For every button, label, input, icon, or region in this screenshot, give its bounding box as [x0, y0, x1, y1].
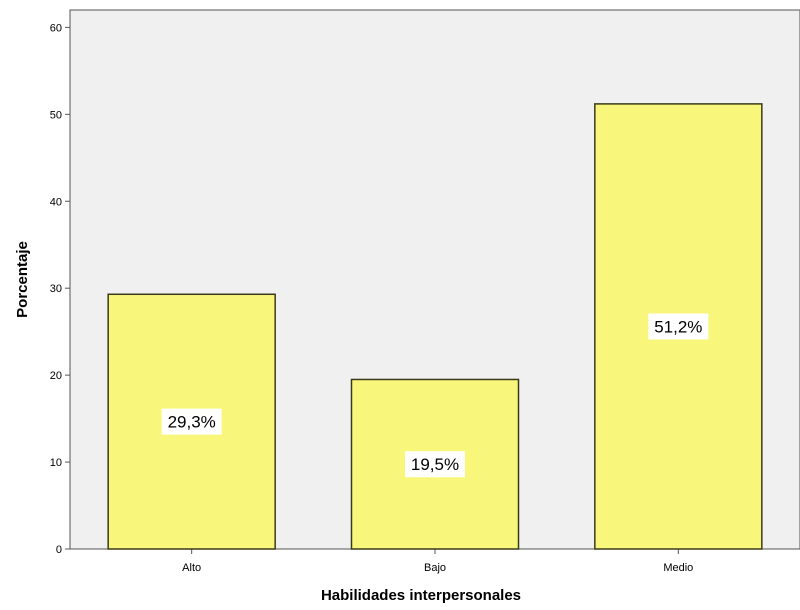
y-tick-label: 50 — [50, 109, 62, 121]
y-axis: 0 10 20 30 40 50 60 — [50, 22, 70, 556]
data-label: 29,3% — [161, 408, 222, 435]
y-tick-label: 40 — [50, 196, 62, 208]
data-label-bg — [161, 408, 222, 435]
data-labels-group: 29,3% 19,5% 51,2% — [161, 313, 709, 478]
data-label: 51,2% — [648, 313, 709, 340]
x-axis-title: Habilidades interpersonales — [321, 587, 521, 604]
y-tick-label: 10 — [50, 457, 62, 469]
x-axis: Alto Bajo Medio — [182, 549, 693, 574]
data-label-bg — [405, 451, 465, 478]
data-label-bg — [648, 313, 709, 340]
data-label: 19,5% — [405, 451, 465, 478]
y-tick-label: 0 — [56, 544, 62, 556]
y-axis-title: Porcentaje — [14, 241, 31, 318]
x-tick-label: Medio — [663, 562, 693, 574]
y-tick-label: 30 — [50, 283, 62, 295]
x-tick-label: Alto — [182, 562, 201, 574]
data-label-text: 29,3% — [168, 413, 216, 432]
y-tick-label: 20 — [50, 370, 62, 382]
data-label-text: 19,5% — [411, 455, 459, 474]
x-tick-label: Bajo — [424, 562, 446, 574]
data-label-text: 51,2% — [654, 317, 702, 336]
y-tick-label: 60 — [50, 22, 62, 34]
